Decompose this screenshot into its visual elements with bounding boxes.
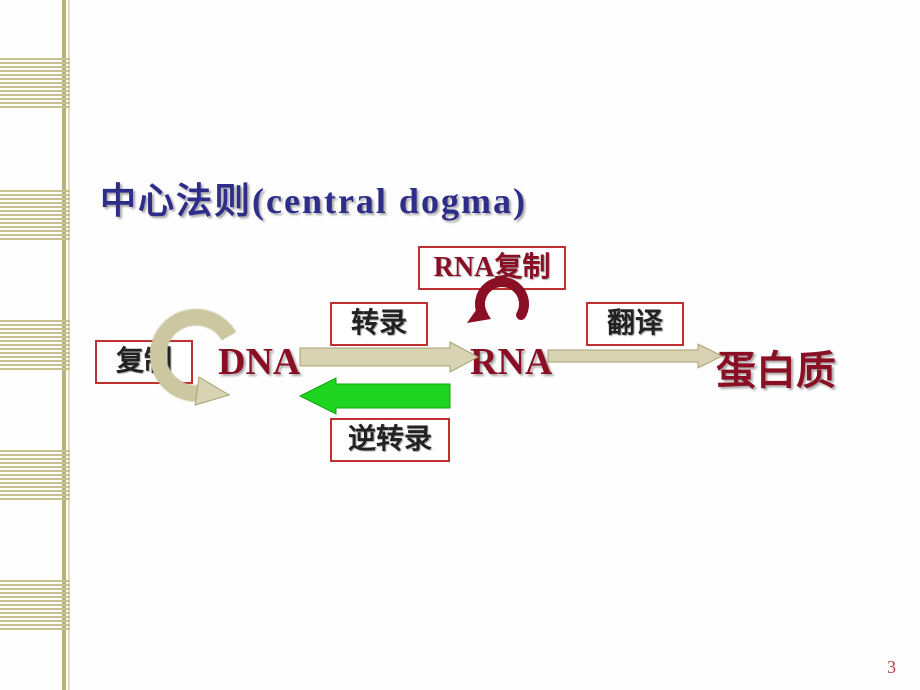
stripe-block-5 xyxy=(0,580,70,632)
stripe-block-2 xyxy=(0,190,70,242)
label-replication-box: 复制 xyxy=(95,340,193,384)
node-rna: RNA xyxy=(470,340,552,384)
slide-title: 中心法则(central dogma) xyxy=(100,172,527,224)
label-replication: 复制 xyxy=(116,346,172,377)
stripe-block-1 xyxy=(0,58,70,110)
label-transcription-box: 转录 xyxy=(330,302,428,346)
label-reverse-transcription: 逆转录 xyxy=(348,424,432,455)
page-number: 3 xyxy=(887,657,896,678)
node-protein: 蛋白质 xyxy=(716,338,836,396)
stripe-block-4 xyxy=(0,450,70,502)
left-border-decoration xyxy=(0,0,70,690)
stripe-block-3 xyxy=(0,320,70,372)
label-translation-box: 翻译 xyxy=(586,302,684,346)
label-rna-replication-box: RNA复制 xyxy=(418,246,566,290)
label-reverse-transcription-box: 逆转录 xyxy=(330,418,450,462)
label-rna-replication: RNA复制 xyxy=(434,252,551,283)
label-translation: 翻译 xyxy=(607,308,663,339)
node-dna: DNA xyxy=(218,340,300,384)
label-transcription: 转录 xyxy=(351,308,407,339)
